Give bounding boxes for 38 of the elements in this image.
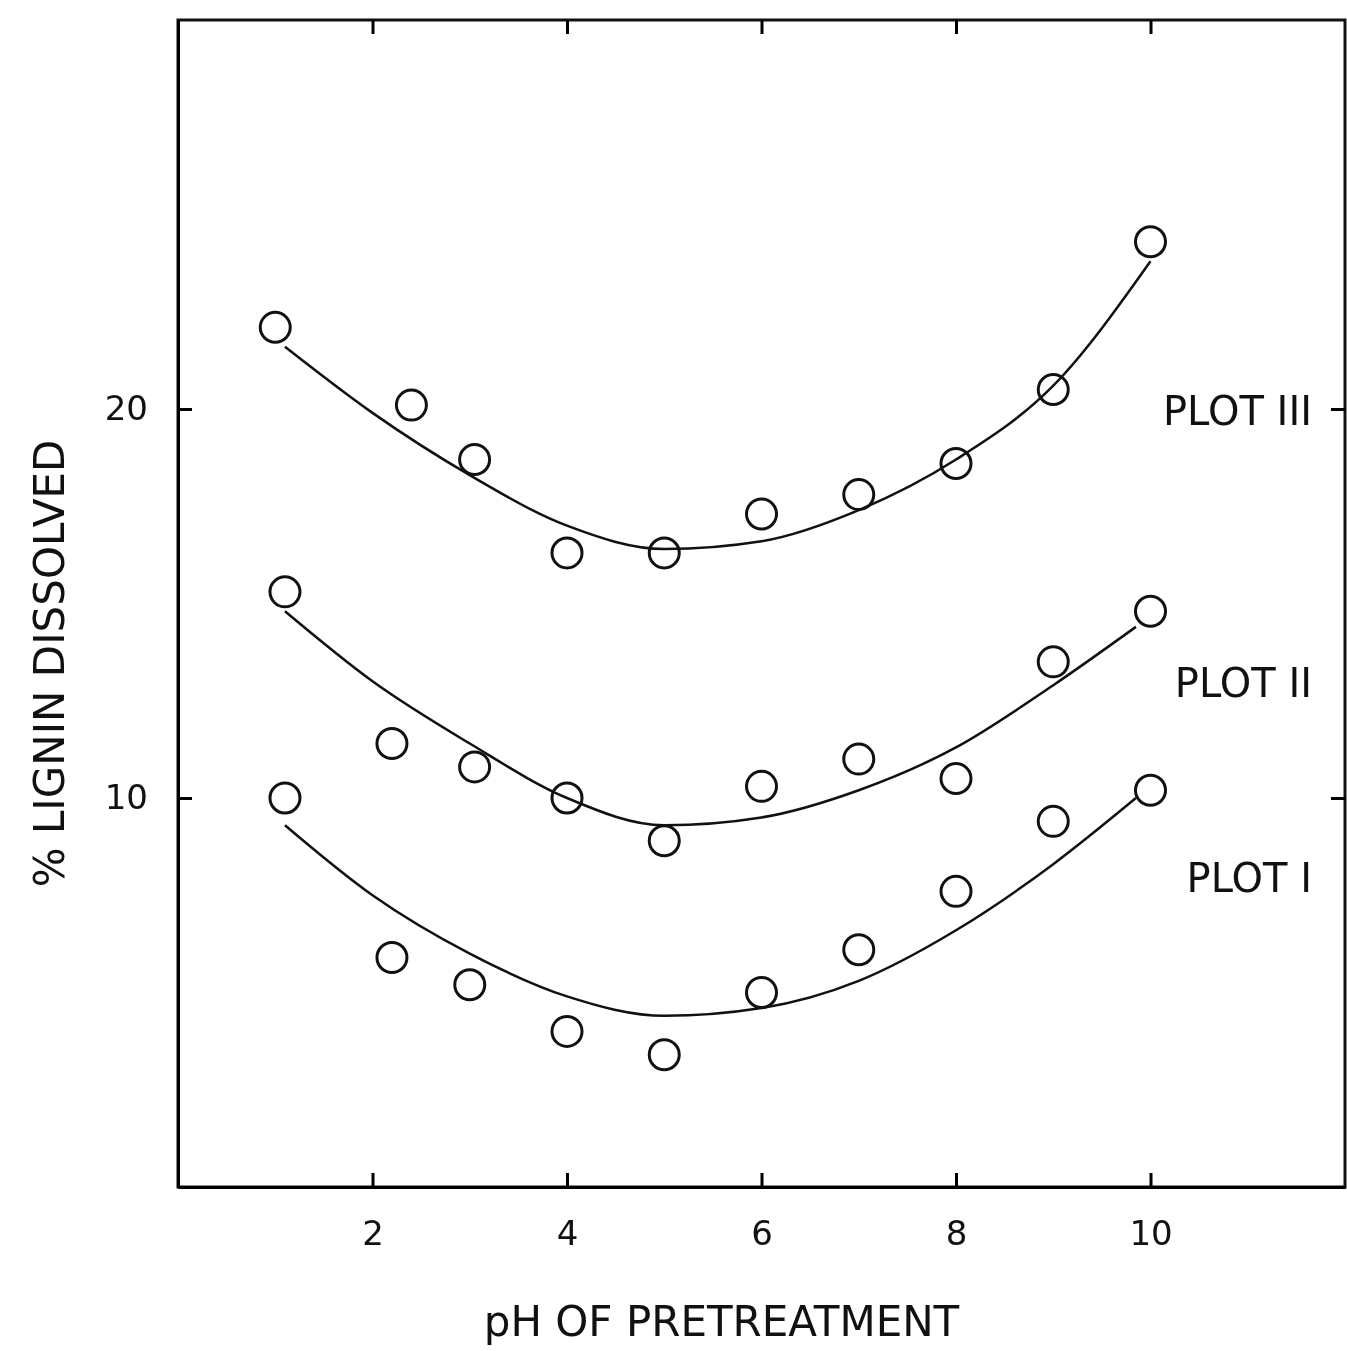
point bbox=[1036, 804, 1070, 838]
point bbox=[745, 497, 778, 531]
x-tick-label: 10 bbox=[1129, 1213, 1173, 1254]
point bbox=[1134, 594, 1167, 628]
point bbox=[550, 1014, 584, 1048]
point bbox=[375, 727, 409, 761]
y-axis-title: % LIGNIN DISSOLVED bbox=[25, 439, 74, 888]
point bbox=[939, 874, 973, 908]
text: PLOT III bbox=[1162, 388, 1312, 434]
point bbox=[647, 536, 681, 570]
point bbox=[647, 1038, 681, 1072]
point bbox=[458, 750, 492, 784]
x-tick-label: 2 bbox=[362, 1213, 384, 1254]
point bbox=[1036, 645, 1070, 679]
point bbox=[1134, 225, 1167, 259]
point bbox=[647, 824, 681, 858]
point bbox=[268, 575, 302, 609]
point bbox=[939, 762, 973, 796]
point bbox=[453, 968, 487, 1002]
point bbox=[745, 976, 778, 1009]
point bbox=[842, 933, 876, 967]
x-tick-label: 4 bbox=[556, 1213, 579, 1254]
point bbox=[268, 781, 302, 815]
x-tick-label: 6 bbox=[751, 1213, 773, 1254]
series-label: PLOT I bbox=[1186, 855, 1312, 901]
point bbox=[258, 310, 292, 344]
series-label: PLOT II bbox=[1174, 660, 1312, 706]
x-axis-title: pH OF PRETREATMENT bbox=[483, 1297, 960, 1346]
y-tick-label: 20 bbox=[104, 388, 148, 429]
point bbox=[842, 742, 876, 776]
x-tick-label: 8 bbox=[945, 1213, 968, 1254]
point bbox=[375, 940, 409, 974]
point bbox=[394, 388, 428, 422]
point bbox=[458, 443, 492, 477]
point bbox=[842, 478, 876, 512]
point bbox=[550, 536, 584, 570]
point bbox=[745, 769, 778, 803]
point bbox=[1134, 773, 1167, 807]
